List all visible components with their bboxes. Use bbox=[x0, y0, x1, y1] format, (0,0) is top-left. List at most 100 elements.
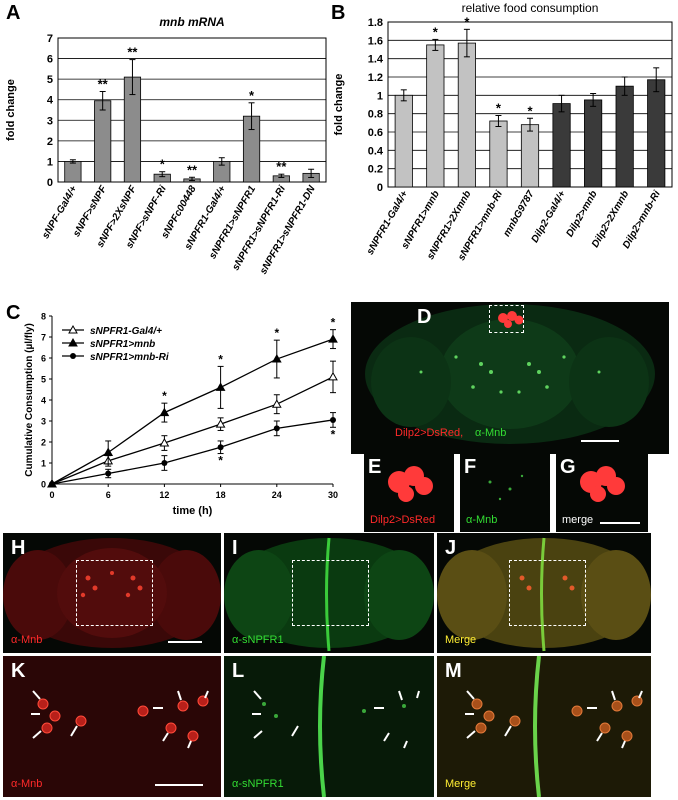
y-tick-label: 1.2 bbox=[368, 72, 383, 84]
y-tick-label: 5 bbox=[47, 74, 53, 86]
y-tick-label: 0 bbox=[47, 177, 53, 189]
significance-marker: * bbox=[331, 427, 336, 441]
bar bbox=[647, 79, 666, 188]
label-m: Merge bbox=[445, 778, 477, 790]
data-point bbox=[70, 353, 76, 359]
panel-label-l: L bbox=[232, 660, 245, 682]
label-h: α-Mnb bbox=[11, 634, 43, 646]
x-tick-label: Dilp2>mnb bbox=[564, 189, 599, 239]
significance-marker: ** bbox=[276, 159, 287, 174]
significance-marker: ** bbox=[98, 76, 109, 91]
y-tick-label: 1.4 bbox=[368, 54, 384, 66]
data-point bbox=[330, 416, 336, 423]
panel-label-k: K bbox=[11, 660, 26, 682]
label-g: merge bbox=[562, 514, 594, 526]
brain-image-d bbox=[365, 304, 655, 444]
bar bbox=[520, 124, 540, 188]
data-point bbox=[271, 354, 282, 363]
significance-marker: * bbox=[527, 103, 533, 118]
x-tick-label: sNPFR1>sNPFR1-DN bbox=[258, 183, 318, 276]
x-tick-label: mnbG9787 bbox=[502, 189, 537, 239]
bar bbox=[64, 161, 82, 183]
significance-marker: * bbox=[218, 352, 223, 366]
significance-marker: * bbox=[464, 14, 470, 29]
y-tick-label: 3 bbox=[41, 417, 46, 427]
significance-marker: * bbox=[433, 24, 439, 39]
label-d-dsred: Dilp2>DsRed, bbox=[395, 427, 464, 439]
chart-title: relative food consumption bbox=[462, 1, 599, 15]
scalebar-h bbox=[168, 641, 202, 643]
y-tick-label: 1 bbox=[377, 90, 383, 102]
bar bbox=[426, 44, 445, 188]
x-tick-label: Dilp2-Gal4/+ bbox=[530, 189, 569, 245]
bar bbox=[615, 85, 634, 188]
significance-marker: * bbox=[249, 88, 255, 103]
label-j: Merge bbox=[445, 634, 477, 646]
y-tick-label: 4 bbox=[47, 95, 54, 107]
panel-label-f: F bbox=[464, 456, 477, 478]
legend-label: sNPFR1>mnb-Ri bbox=[90, 352, 169, 363]
micrograph-d: D Dilp2>DsRed, α-Mnb bbox=[351, 302, 669, 454]
micrograph-l: L α-sNPFR1 bbox=[224, 656, 434, 797]
y-tick-label: 1.8 bbox=[368, 17, 383, 29]
roi-box-j bbox=[509, 560, 586, 626]
panel-label-a: A bbox=[6, 2, 21, 24]
panel-label-h: H bbox=[11, 537, 26, 559]
y-tick-label: 1 bbox=[41, 459, 46, 469]
y-tick-label: 1.6 bbox=[368, 35, 383, 47]
y-tick-label: 0.6 bbox=[368, 127, 383, 139]
micrograph-i: I α-sNPFR1 bbox=[224, 533, 434, 653]
chart-b-food-consumption: relative food consumption 0 0.2 0.4 0.6 0.8 1 1… bbox=[333, 1, 673, 263]
data-point bbox=[105, 470, 112, 477]
bar bbox=[584, 99, 603, 188]
bar bbox=[94, 100, 112, 183]
panel-label-m: M bbox=[445, 660, 462, 682]
bar bbox=[489, 120, 508, 188]
y-tick-label: 0 bbox=[41, 480, 46, 490]
y-tick-label: 2 bbox=[47, 136, 53, 148]
panel-label-c: C bbox=[6, 302, 21, 324]
micrograph-k: K α-Mnb bbox=[3, 656, 221, 797]
data-point bbox=[271, 399, 282, 408]
data-point bbox=[159, 438, 170, 447]
data-point bbox=[103, 447, 114, 456]
bar bbox=[552, 103, 571, 188]
roi-box-i bbox=[292, 560, 369, 626]
data-point bbox=[273, 425, 280, 432]
significance-marker: * bbox=[274, 326, 279, 340]
x-axis-label: time (h) bbox=[173, 505, 213, 517]
y-tick-label: 5 bbox=[41, 375, 46, 385]
micrograph-e: E Dilp2>DsRed bbox=[364, 454, 454, 532]
x-tick-label: 30 bbox=[328, 490, 338, 500]
micrograph-f: F α-Mnb bbox=[460, 454, 550, 532]
y-tick-label: 0 bbox=[377, 182, 383, 194]
label-k: α-Mnb bbox=[11, 778, 43, 790]
bar bbox=[457, 42, 476, 188]
x-tick-label: 0 bbox=[49, 490, 54, 500]
roi-box-h bbox=[76, 560, 153, 626]
data-point bbox=[49, 481, 55, 487]
significance-marker: ** bbox=[127, 45, 138, 60]
series-line bbox=[51, 376, 334, 485]
scalebar-k bbox=[155, 784, 203, 786]
y-axis-label: Cumulative Consumption (µl/fly) bbox=[24, 323, 35, 477]
data-point bbox=[68, 324, 78, 334]
data-point bbox=[328, 371, 338, 381]
panel-label-d: D bbox=[417, 306, 432, 328]
y-tick-label: 6 bbox=[41, 354, 46, 364]
label-l: α-sNPFR1 bbox=[232, 778, 284, 790]
y-tick-label: 8 bbox=[41, 312, 46, 322]
y-tick-label: 0.8 bbox=[368, 109, 383, 121]
y-tick-label: 1 bbox=[47, 156, 53, 168]
panel-label-g: G bbox=[560, 456, 576, 478]
significance-marker: * bbox=[160, 157, 166, 172]
y-axis-label: fold change bbox=[5, 79, 17, 141]
chart-title: mnb mRNA bbox=[159, 15, 224, 29]
y-tick-label: 6 bbox=[47, 54, 53, 66]
label-d-mnb: α-Mnb bbox=[475, 427, 507, 439]
panel-label-b: B bbox=[331, 2, 346, 24]
y-tick-label: 3 bbox=[47, 115, 53, 127]
scalebar-d bbox=[581, 440, 619, 442]
